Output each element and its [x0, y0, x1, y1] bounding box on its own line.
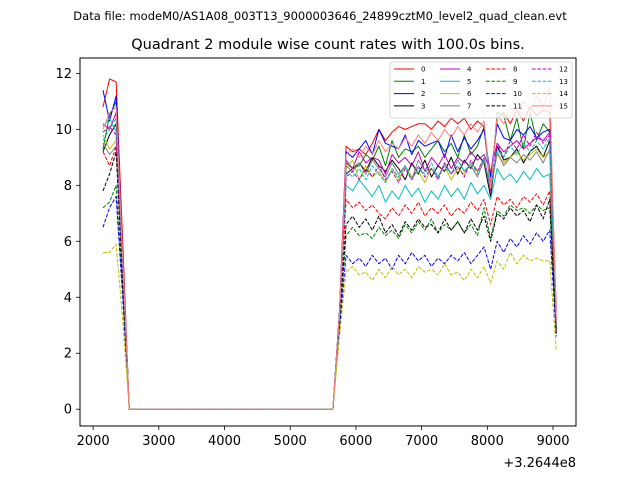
x-tick-label: 6000: [339, 434, 372, 449]
x-tick-label: 7000: [405, 434, 438, 449]
series-line-9: [102, 184, 557, 410]
legend-box: [389, 61, 573, 119]
series-line-15: [102, 86, 557, 410]
legend-label-5: 5: [467, 78, 471, 86]
axes-layer: 2000 3000 4000 5000 6000 7000 8000 900002468101…: [55, 67, 569, 449]
chart-title: Quadrant 2 module wise count rates with …: [131, 37, 525, 53]
series-layer: [102, 78, 557, 410]
y-tick-label: 0: [64, 403, 72, 418]
y-tick-label: 2: [64, 347, 72, 362]
legend-label-13: 13: [559, 78, 568, 86]
series-line-1: [102, 100, 557, 410]
y-tick-label: 10: [55, 123, 72, 138]
series-line-0: [102, 78, 557, 410]
x-tick-label: 2000: [77, 434, 110, 449]
plot-frame: [79, 57, 577, 427]
legend-label-11: 11: [513, 102, 522, 110]
legend-label-3: 3: [421, 102, 425, 110]
series-line-2: [102, 90, 557, 410]
x-tick-label: 8000: [471, 434, 504, 449]
legend-label-8: 8: [513, 66, 517, 74]
legend-label-10: 10: [513, 90, 522, 98]
x-tick-label: 4000: [208, 434, 241, 449]
legend-label-12: 12: [559, 66, 568, 74]
legend-label-15: 15: [559, 102, 568, 110]
y-tick-label: 12: [55, 67, 72, 82]
y-tick-label: 8: [64, 179, 72, 194]
series-line-11: [102, 151, 557, 410]
series-line-14: [102, 243, 557, 410]
legend-label-2: 2: [421, 90, 425, 98]
legend-label-7: 7: [467, 102, 471, 110]
x-tick-label: 3000: [142, 434, 175, 449]
chart-subtitle: Data file: modeM0/AS1A08_003T13_90000036…: [73, 9, 567, 23]
y-tick-label: 6: [64, 235, 72, 250]
x-offset-label: +3.2644e8: [503, 456, 576, 471]
x-tick-label: 9000: [536, 434, 569, 449]
legend-label-9: 9: [513, 78, 517, 86]
legend-label-1: 1: [421, 78, 425, 86]
x-tick-label: 5000: [274, 434, 307, 449]
legend-label-0: 0: [421, 66, 425, 74]
y-tick-label: 4: [64, 291, 72, 306]
legend-label-6: 6: [467, 90, 472, 98]
legend-label-14: 14: [559, 90, 568, 98]
legend-label-4: 4: [467, 66, 472, 74]
